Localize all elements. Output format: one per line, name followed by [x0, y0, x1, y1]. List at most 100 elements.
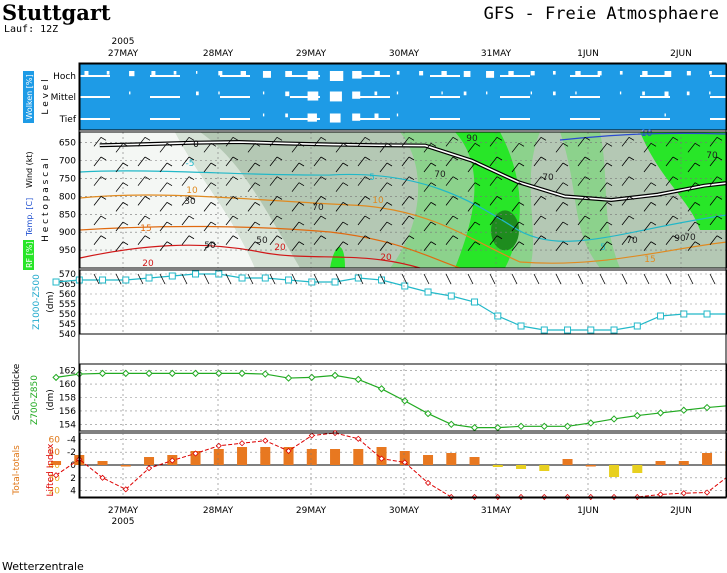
wind-barb: [269, 156, 278, 167]
model-title: GFS - Freie Atmosphaere: [483, 4, 719, 24]
wind-barb: [225, 156, 234, 167]
wind-barb: [225, 196, 234, 206]
source-label: Wetterzentrale: [2, 560, 84, 573]
wind-barb-flag: [584, 136, 591, 141]
wind-barb-flag: [474, 241, 481, 246]
wind-barb: [357, 196, 366, 206]
wind-barb: [621, 196, 630, 206]
total-totals-bar: [516, 465, 527, 469]
rh-dry-zone: [80, 132, 255, 268]
wind-barb: [709, 215, 718, 226]
z500-point: [168, 272, 176, 280]
z500-wind-barb: [93, 273, 100, 285]
z500-point: [657, 312, 665, 320]
lifted-index-tick-label: 2: [70, 474, 76, 484]
top-day-label: 2JUN: [670, 49, 692, 59]
bottom-year-label: 2005: [112, 517, 135, 527]
thickness-axis-title-text: Schichtdicke: [12, 363, 22, 420]
rh-contour-label: 70: [542, 173, 554, 183]
z500-wind-barb: [357, 273, 364, 285]
total-totals-bar: [190, 451, 201, 465]
total-totals-bar: [469, 457, 480, 465]
wind-barb-flag: [276, 136, 283, 141]
rh-contour-label: 70: [684, 233, 696, 243]
wind-barb: [577, 215, 586, 226]
total-totals-bar: [260, 447, 271, 465]
z500-wind-barb: [467, 273, 474, 285]
cloud-gap: [218, 71, 223, 76]
wind-barb-flag: [408, 215, 415, 220]
wind-barb-flag: [342, 142, 349, 147]
wind-barb-flag: [210, 221, 217, 226]
wind-barb: [643, 221, 652, 232]
wind-barb: [533, 176, 542, 186]
wind-barb: [159, 202, 168, 212]
wind-barb-flag: [166, 202, 173, 206]
wind-barb: [291, 202, 300, 212]
wind-barb: [159, 182, 168, 192]
wind-barb: [511, 241, 520, 251]
temperature-contour-label: -5: [186, 159, 195, 169]
total-totals-bar: [585, 465, 596, 467]
z500-wind-barb: [181, 273, 188, 285]
wind-barb-flag: [452, 235, 459, 240]
total-totals-bar: [213, 449, 224, 465]
thickness-point: [191, 369, 200, 378]
wind-barb-flag: [716, 196, 723, 200]
wind-barb: [115, 221, 124, 232]
wind-barb: [423, 221, 432, 232]
wind-barb: [511, 182, 520, 192]
total-totals-bar: [562, 459, 573, 465]
wind-barb: [687, 162, 696, 173]
wind-barb-flag: [188, 136, 195, 141]
pressure-tick-label: 650: [59, 139, 76, 149]
bottom-day-label: 29MAY: [296, 506, 327, 516]
cloud-gap: [664, 71, 672, 77]
wind-barb: [115, 143, 124, 153]
wind-barb-flag: [628, 196, 635, 200]
wind-barb-flag: [694, 182, 701, 187]
wind-barb-flag: [100, 176, 107, 181]
wind-barb-flag: [386, 202, 393, 206]
lifted-index-point: [703, 489, 711, 496]
wind-barb: [203, 143, 212, 153]
thickness-point: [98, 369, 107, 378]
wind-barb: [621, 215, 630, 226]
bottom-day-label: 2JUN: [670, 506, 692, 516]
wind-barb: [709, 176, 718, 186]
wind-barb-flag: [364, 235, 371, 240]
z500-point: [447, 292, 455, 300]
total-totals-bar: [306, 449, 317, 465]
wind-barb: [313, 137, 322, 147]
wind-barb-flag: [254, 162, 261, 167]
cloud-gap: [709, 71, 712, 75]
wind-barb: [291, 162, 300, 173]
wind-barb-flag: [650, 202, 657, 206]
wind-barb-flag: [584, 235, 591, 240]
wind-barb-flag: [210, 162, 217, 167]
top-day-label: 29MAY: [296, 49, 327, 59]
wind-barb: [159, 162, 168, 173]
thickness-point: [145, 369, 153, 378]
wind-barb: [511, 162, 520, 173]
wind-barb: [599, 241, 608, 251]
wind-barb-flag: [452, 176, 459, 181]
bottom-day-label: 27MAY: [108, 506, 139, 516]
total-totals-bar: [144, 457, 155, 465]
rh-core: [491, 210, 519, 251]
wind-barb: [181, 156, 190, 167]
cloud-gap: [396, 71, 400, 75]
wind-barb: [291, 241, 300, 251]
z500-point: [215, 270, 223, 278]
wind-barb: [357, 235, 366, 245]
wind-barb-flag: [122, 221, 129, 226]
top-day-label: 28MAY: [203, 49, 234, 59]
temperature-contour-label: 20: [380, 253, 392, 263]
wind-barb: [709, 156, 718, 167]
total-totals-bar: [399, 451, 410, 465]
wind-barb-flag: [320, 176, 327, 181]
wind-barb: [379, 162, 388, 173]
wind-barb-flag: [386, 162, 393, 167]
wind-barb: [225, 215, 234, 226]
wind-barb: [401, 156, 410, 167]
